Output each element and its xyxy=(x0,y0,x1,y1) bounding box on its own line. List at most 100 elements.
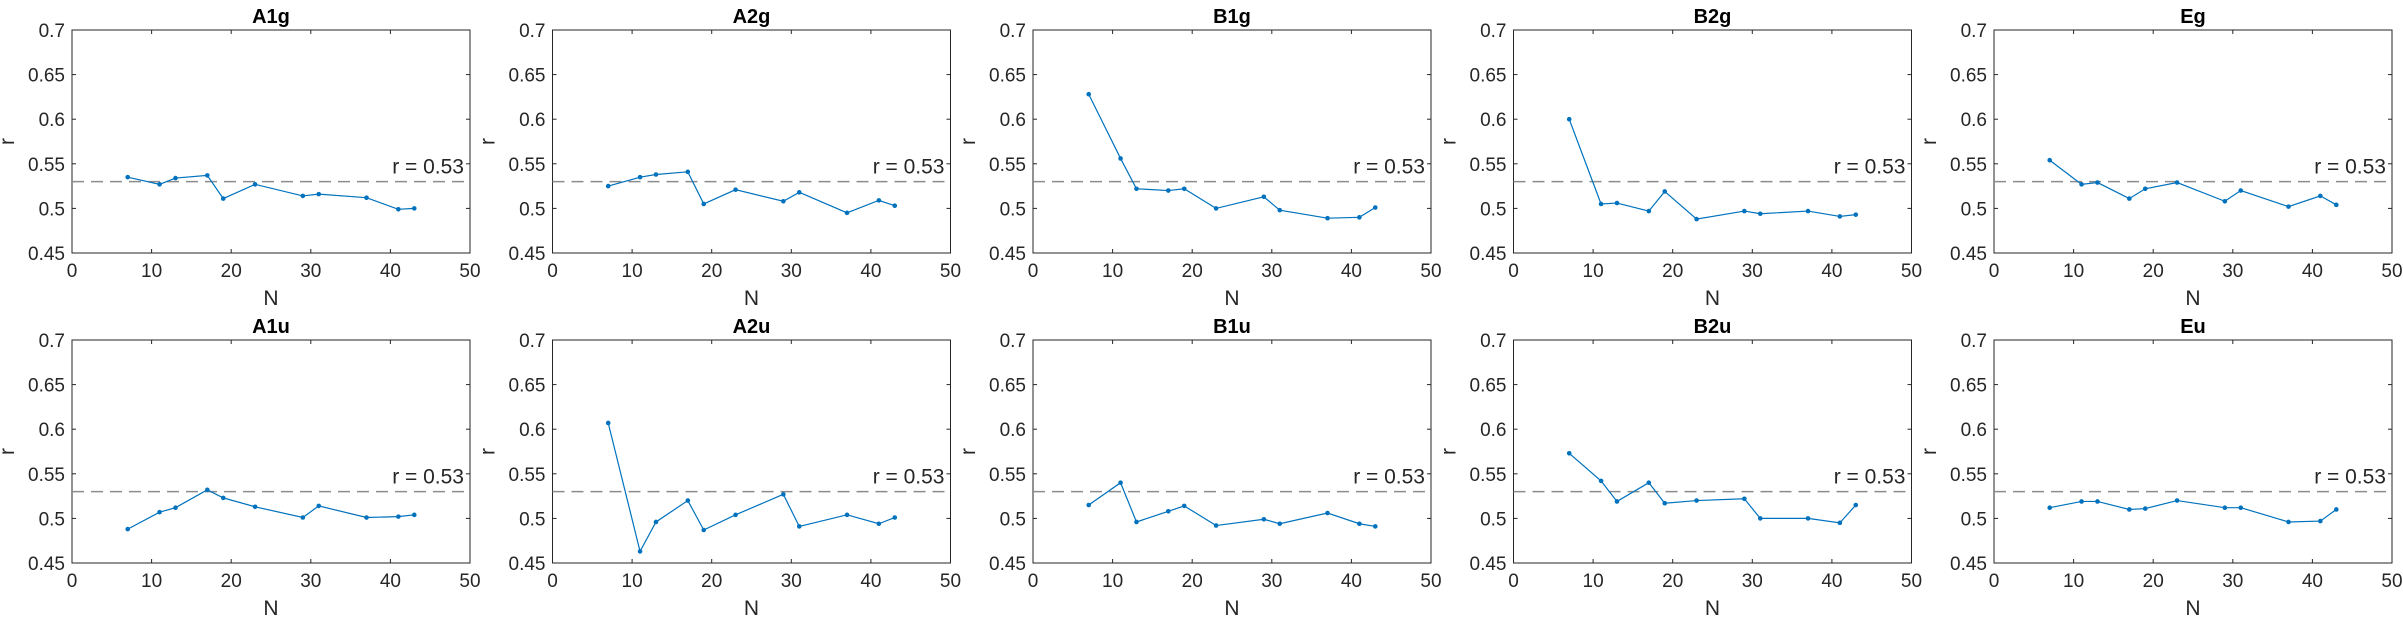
axes-box xyxy=(71,339,471,564)
data-point xyxy=(1166,508,1171,514)
data-point xyxy=(1614,200,1620,206)
x-tick-label: 0 xyxy=(1508,571,1519,592)
y-tick-label: 0.65 xyxy=(1950,376,1987,397)
data-point xyxy=(300,515,306,520)
y-axis-label: r xyxy=(1918,448,1941,455)
x-tick-label: 50 xyxy=(940,261,961,282)
y-tick-label: 0.55 xyxy=(989,155,1026,176)
y-tick-label: 0.65 xyxy=(1950,66,1987,87)
y-tick-label: 0.45 xyxy=(509,554,546,575)
x-tick-label: 10 xyxy=(1102,571,1123,592)
data-point xyxy=(300,193,306,199)
y-tick-label: 0.55 xyxy=(28,465,65,486)
data-point xyxy=(733,187,738,192)
data-point xyxy=(1325,510,1330,516)
x-tick-label: 10 xyxy=(141,571,162,592)
data-point xyxy=(2079,499,2084,504)
y-tick-label: 0.45 xyxy=(28,244,65,265)
x-tick-label: 20 xyxy=(1662,261,1683,282)
x-tick-label: 20 xyxy=(221,261,242,282)
x-tick-label: 0 xyxy=(67,571,78,592)
data-point xyxy=(2142,506,2148,511)
chart-title: Eg xyxy=(2180,6,2206,28)
y-tick-label: 0.7 xyxy=(519,21,545,42)
data-point xyxy=(1662,189,1668,194)
y-tick-label: 0.45 xyxy=(509,244,546,265)
y-tick-label: 0.6 xyxy=(1000,420,1026,441)
x-tick-label: 0 xyxy=(1508,261,1519,282)
data-point xyxy=(1181,503,1187,509)
data-point xyxy=(364,195,369,200)
data-point xyxy=(1837,520,1843,526)
data-point xyxy=(637,174,643,180)
chart-title: B1u xyxy=(1213,316,1251,338)
axes-box xyxy=(1993,29,2393,254)
data-point xyxy=(1757,516,1763,521)
y-tick-label: 0.55 xyxy=(1950,465,1987,486)
data-point xyxy=(2333,507,2339,512)
x-tick-label: 40 xyxy=(380,261,401,282)
y-tick-label: 0.45 xyxy=(989,554,1026,575)
x-tick-label: 0 xyxy=(547,571,558,592)
x-tick-label: 50 xyxy=(1901,261,1922,282)
x-tick-label: 0 xyxy=(1989,261,2000,282)
x-tick-label: 20 xyxy=(221,571,242,592)
y-tick-label: 0.5 xyxy=(1000,509,1026,530)
data-point xyxy=(2318,518,2323,524)
data-point xyxy=(1086,502,1092,508)
y-tick-label: 0.6 xyxy=(1480,420,1506,441)
data-point xyxy=(396,514,401,519)
x-tick-label: 40 xyxy=(860,571,881,592)
data-point xyxy=(2222,198,2228,204)
y-tick-label: 0.65 xyxy=(28,376,65,397)
chart-title: A1u xyxy=(252,316,290,338)
data-point xyxy=(396,206,401,212)
y-axis-label: r xyxy=(957,448,980,455)
reference-label: r = 0.53 xyxy=(392,156,464,179)
data-point xyxy=(2238,188,2244,193)
x-axis-label: N xyxy=(1224,287,1239,310)
x-axis-label: N xyxy=(744,287,759,310)
x-tick-label: 50 xyxy=(459,571,480,592)
data-point xyxy=(1372,524,1378,529)
data-point xyxy=(1261,516,1267,522)
y-tick-label: 0.7 xyxy=(39,21,65,42)
data-point xyxy=(364,515,369,520)
x-tick-label: 40 xyxy=(380,571,401,592)
y-tick-label: 0.65 xyxy=(28,66,65,87)
data-point xyxy=(2333,202,2339,208)
data-point xyxy=(2238,505,2244,510)
data-point xyxy=(1357,521,1362,527)
data-point xyxy=(2286,519,2291,525)
y-tick-label: 0.45 xyxy=(1950,554,1987,575)
y-tick-label: 0.65 xyxy=(1470,376,1507,397)
x-axis-label: N xyxy=(2185,287,2200,310)
y-tick-label: 0.7 xyxy=(1000,21,1026,42)
data-point xyxy=(1118,480,1123,486)
x-tick-label: 20 xyxy=(701,261,722,282)
y-tick-label: 0.7 xyxy=(1961,21,1987,42)
y-tick-label: 0.55 xyxy=(28,155,65,176)
x-tick-label: 40 xyxy=(2302,571,2323,592)
data-point xyxy=(2047,505,2053,510)
x-axis-label: N xyxy=(263,287,278,310)
y-tick-label: 0.55 xyxy=(989,465,1026,486)
data-point xyxy=(2047,157,2053,163)
data-point xyxy=(1325,215,1330,221)
data-point xyxy=(157,182,162,187)
axes-box xyxy=(71,29,471,254)
x-tick-label: 30 xyxy=(1261,571,1282,592)
data-point xyxy=(1614,499,1620,504)
axes-box xyxy=(1993,339,2393,564)
y-tick-label: 0.5 xyxy=(519,199,545,220)
y-tick-label: 0.6 xyxy=(1000,110,1026,131)
data-point xyxy=(1646,208,1652,214)
data-point xyxy=(796,524,802,529)
y-tick-label: 0.6 xyxy=(39,420,65,441)
x-tick-label: 30 xyxy=(1742,571,1763,592)
x-tick-label: 10 xyxy=(2063,571,2084,592)
data-point xyxy=(1853,212,1859,217)
data-point xyxy=(1598,478,1604,484)
y-tick-label: 0.5 xyxy=(39,199,65,220)
data-point xyxy=(157,509,162,515)
